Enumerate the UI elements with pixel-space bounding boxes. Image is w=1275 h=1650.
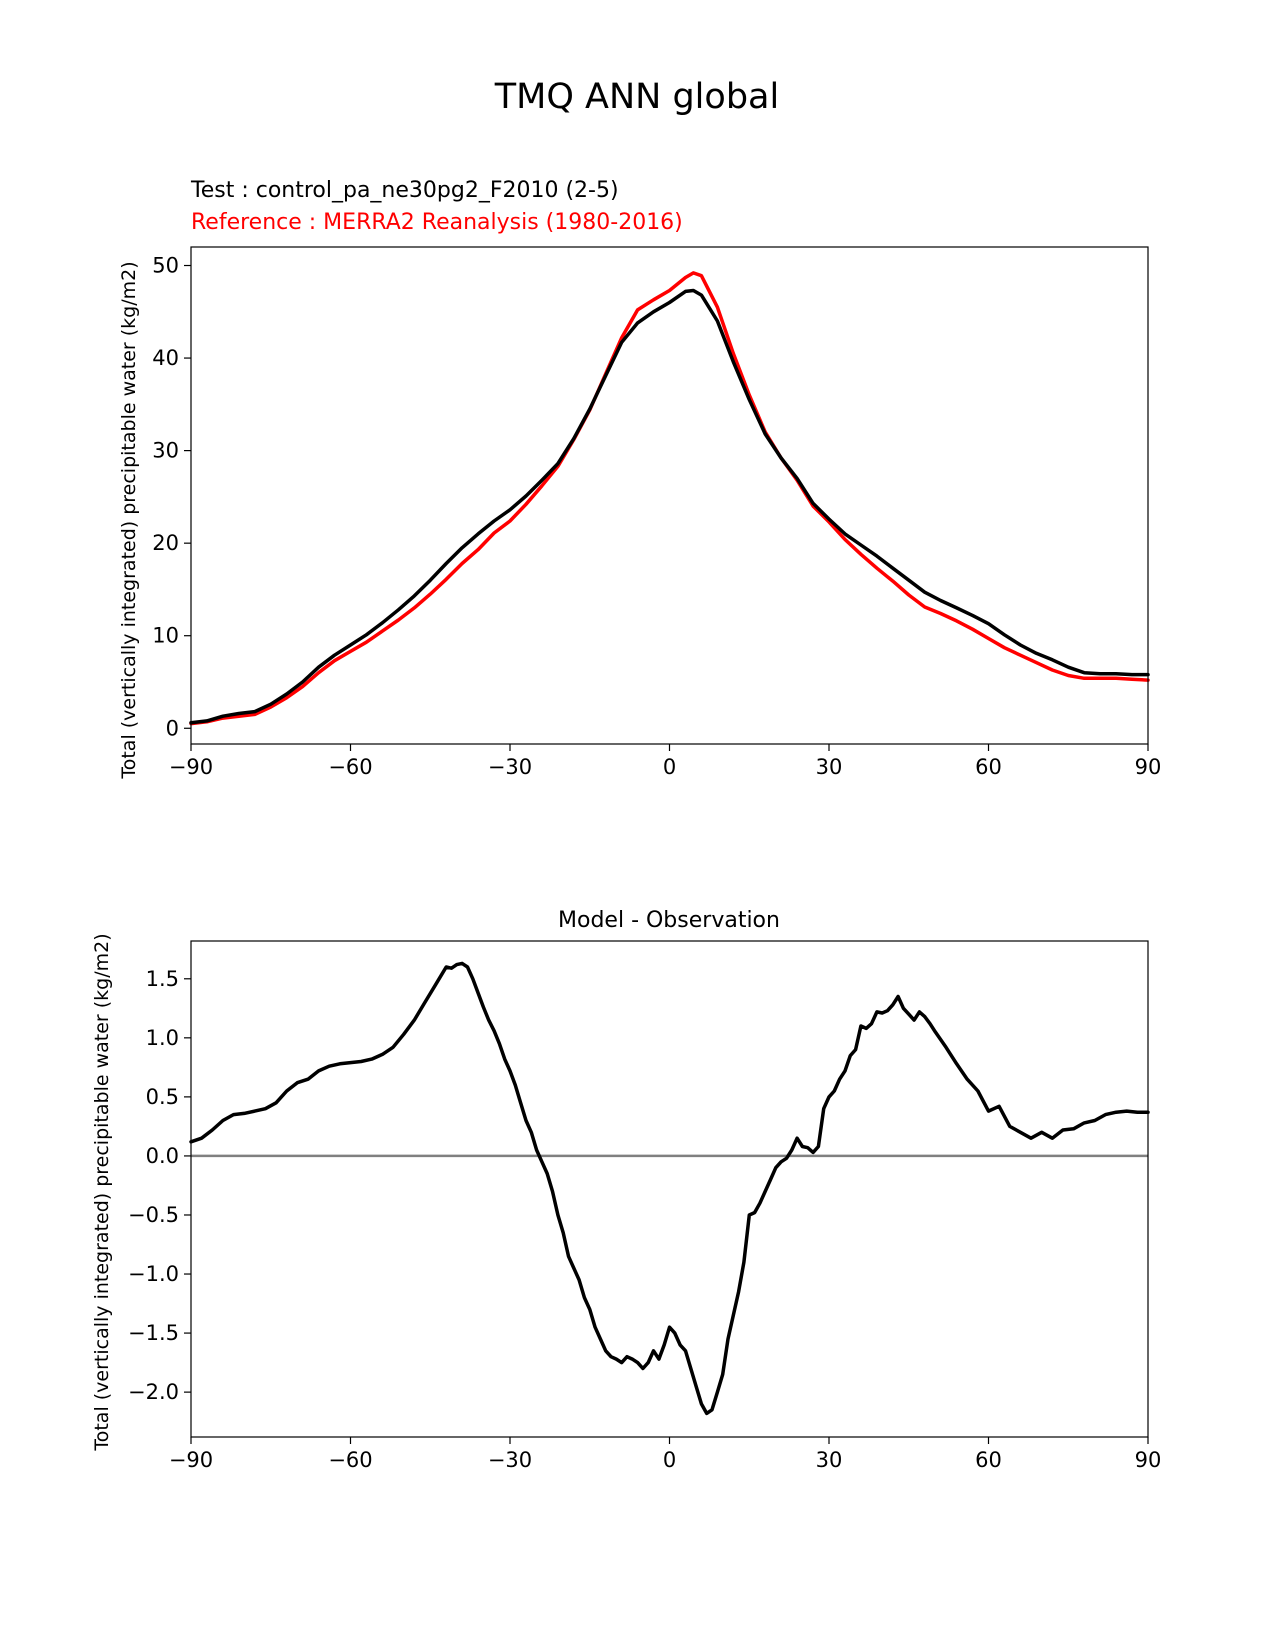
bottom-y-tick-label: 1.5 [146,967,179,991]
bottom-y-tick-label: 0.5 [146,1085,179,1109]
bottom-y-axis-label: Total (vertically integrated) precipitab… [91,933,113,1451]
top-series-reference-merra2-reanalysis-1980-2016 [189,271,1150,726]
top-plot-lines [189,271,1150,726]
reference-label: Reference : MERRA2 Reanalysis (1980-2016… [191,210,683,235]
top-x-tick-label: 0 [663,755,676,779]
bottom-series-model-observation [189,961,1150,1416]
bottom-plot-frame [190,940,1149,1438]
bottom-chart-title: Model - Observation [558,908,780,933]
bottom-y-tick-label: −2.0 [128,1380,179,1404]
bottom-y-tick-label: −1.5 [128,1321,179,1345]
top-y-tick-label: 40 [152,346,179,370]
top-x-tick-label: −30 [488,755,532,779]
bottom-plot-lines [189,961,1150,1416]
top-gridless-ticks: −90 −60 −30 0 30 60 90 0 10 20 30 40 50 [152,254,1161,779]
top-chart: Test : control_pa_ne30pg2_F2010 (2-5) Re… [118,178,1161,780]
top-x-tick-label: 90 [1135,755,1162,779]
bottom-y-tick-label: 1.0 [146,1026,179,1050]
bottom-x-tick-label: 60 [975,1448,1002,1472]
top-x-tick-label: 30 [816,755,843,779]
bottom-x-tick-label: −30 [488,1448,532,1472]
top-series-test-control-pa-ne30pg2-f2010-2-5 [189,288,1150,725]
bottom-x-tick-label: 0 [663,1448,676,1472]
bottom-chart: Model - Observation Total (vertically in… [91,908,1161,1472]
bottom-x-tick-label: −60 [328,1448,372,1472]
top-y-tick-label: 30 [152,439,179,463]
top-y-axis-label: Total (vertically integrated) precipitab… [118,261,140,779]
bottom-ticks: −90 −60 −30 0 30 60 90 −2.0 −1.5 −1.0 −0.5 0.0 0.5 1.… [128,967,1161,1472]
top-x-tick-label: −60 [328,755,372,779]
bottom-y-tick-label: −1.0 [128,1262,179,1286]
top-y-tick-label: 10 [152,624,179,648]
top-plot-frame [190,246,1149,745]
bottom-x-tick-label: 30 [816,1448,843,1472]
top-y-tick-label: 0 [166,716,179,740]
top-x-tick-label: −90 [169,755,213,779]
test-label: Test : control_pa_ne30pg2_F2010 (2-5) [190,178,619,203]
bottom-x-tick-label: −90 [169,1448,213,1472]
figure-title: TMQ ANN global [494,77,779,117]
top-y-tick-label: 50 [152,254,179,278]
bottom-y-tick-label: −0.5 [128,1203,179,1227]
bottom-x-tick-label: 90 [1135,1448,1162,1472]
top-y-tick-label: 20 [152,531,179,555]
top-x-tick-label: 60 [975,755,1002,779]
bottom-y-tick-label: 0.0 [146,1144,179,1168]
